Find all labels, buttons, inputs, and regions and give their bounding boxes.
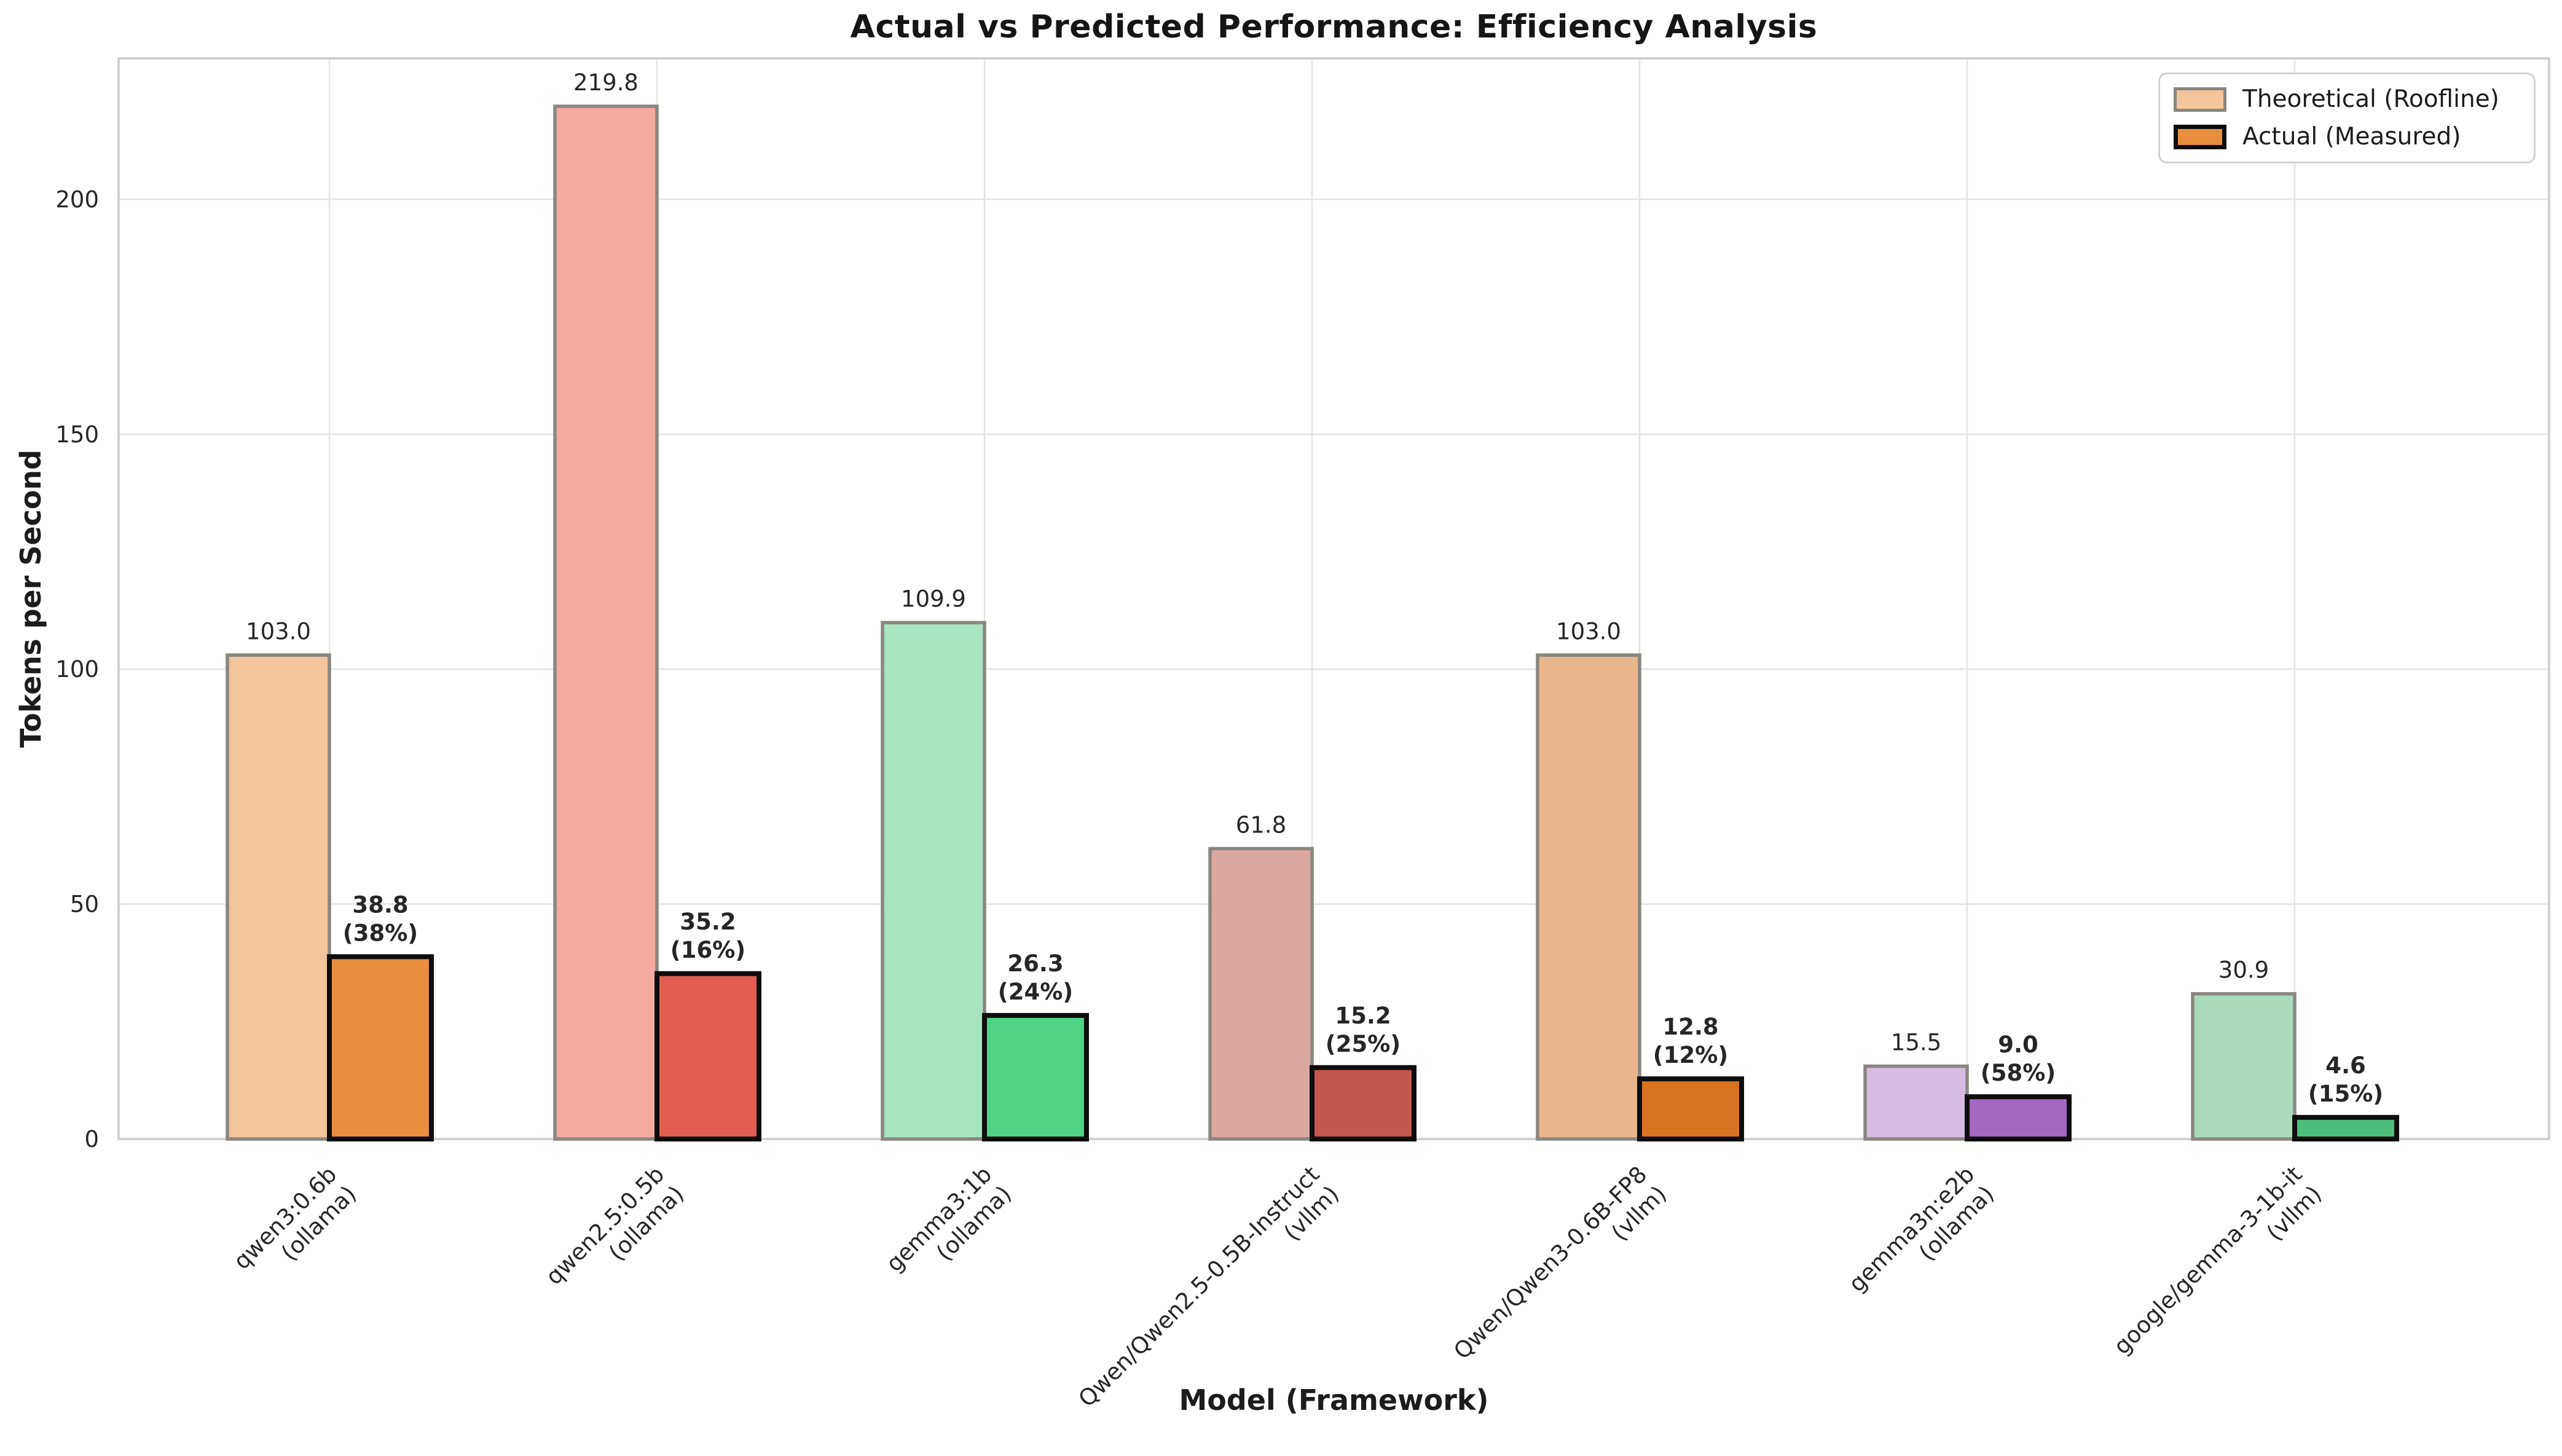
actual-bar[interactable]	[654, 971, 761, 1141]
theoretical-value-label: 30.9	[2218, 957, 2269, 984]
x-tick-label[interactable]: google/gemma-3-1b-it(vllm)	[2108, 1161, 2327, 1379]
legend-swatch-actual-icon	[2174, 124, 2226, 149]
actual-value-label: 15.2	[1335, 1003, 1391, 1029]
theoretical-bar[interactable]	[881, 620, 986, 1141]
theoretical-value-label: 109.9	[901, 586, 966, 613]
theoretical-bar[interactable]	[1208, 847, 1314, 1141]
actual-value-label: 12.8	[1662, 1014, 1718, 1040]
actual-bar[interactable]	[327, 954, 434, 1142]
actual-bar[interactable]	[2292, 1114, 2399, 1141]
actual-value-label: 38.8	[352, 891, 408, 918]
legend: Theoretical (Roofline) Actual (Measured)	[2158, 72, 2536, 163]
theoretical-bar[interactable]	[1536, 653, 1641, 1141]
actual-value-label: 26.3	[1007, 950, 1063, 977]
actual-bar[interactable]	[982, 1012, 1089, 1142]
x-axis-label: Model (Framework)	[1179, 1384, 1489, 1417]
actual-percent-label: (58%)	[1981, 1060, 2056, 1086]
actual-bar[interactable]	[1965, 1094, 2072, 1141]
x-tick-label[interactable]: gemma3n:e2b(ollama)	[1844, 1161, 1999, 1317]
legend-entry-actual[interactable]: Actual (Measured)	[2174, 123, 2519, 151]
theoretical-value-label: 219.8	[573, 69, 639, 96]
y-tick-label: 100	[55, 656, 99, 683]
theoretical-value-label: 103.0	[246, 618, 311, 644]
theoretical-bar[interactable]	[553, 104, 659, 1141]
actual-percent-label: (24%)	[998, 979, 1073, 1005]
legend-entry-theoretical[interactable]: Theoretical (Roofline)	[2174, 85, 2519, 113]
actual-value-label: 9.0	[1998, 1031, 2038, 1058]
theoretical-value-label: 15.5	[1891, 1029, 1941, 1055]
axes-spines	[117, 57, 2550, 1140]
actual-value-label: 4.6	[2325, 1052, 2366, 1079]
theoretical-value-label: 103.0	[1556, 618, 1621, 644]
y-tick-label: 150	[55, 421, 99, 448]
actual-value-label: 35.2	[680, 909, 736, 935]
theoretical-bar[interactable]	[2191, 992, 2297, 1141]
legend-swatch-theoretical-icon	[2174, 87, 2226, 112]
actual-percent-label: (15%)	[2308, 1081, 2383, 1107]
y-axis-label: Tokens per Second	[14, 450, 47, 748]
actual-bar[interactable]	[1310, 1065, 1417, 1142]
theoretical-bar[interactable]	[1863, 1064, 1969, 1141]
y-tick-label: 0	[84, 1126, 99, 1153]
y-tick-label: 200	[55, 186, 99, 213]
actual-percent-label: (12%)	[1653, 1042, 1728, 1068]
chart-title: Actual vs Predicted Performance: Efficie…	[850, 9, 1818, 45]
actual-bar[interactable]	[1637, 1076, 1744, 1141]
actual-percent-label: (25%)	[1326, 1031, 1401, 1057]
actual-percent-label: (16%)	[670, 937, 745, 963]
legend-label-theoretical: Theoretical (Roofline)	[2242, 85, 2499, 113]
x-tick-label[interactable]: qwen3:0.6b(ollama)	[229, 1161, 362, 1294]
x-tick-label[interactable]: gemma3:1b(ollama)	[881, 1161, 1017, 1297]
x-tick-label[interactable]: qwen2.5:0.5b(ollama)	[541, 1161, 690, 1310]
theoretical-bar[interactable]	[226, 653, 331, 1141]
x-tick-label[interactable]: Qwen/Qwen3-0.6B-FP8(vllm)	[1448, 1161, 1672, 1384]
actual-percent-label: (38%)	[343, 920, 418, 946]
legend-label-actual: Actual (Measured)	[2242, 123, 2461, 151]
y-tick-label: 50	[70, 891, 99, 918]
theoretical-value-label: 61.8	[1236, 812, 1286, 838]
